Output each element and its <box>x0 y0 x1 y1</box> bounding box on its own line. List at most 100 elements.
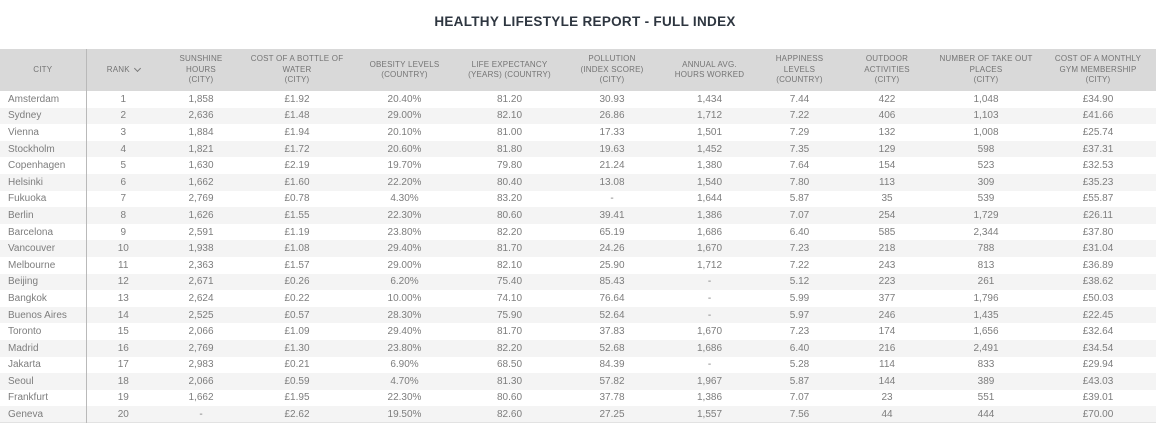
data-cell: 7.23 <box>789 326 810 338</box>
column-header-outdoor-activities: OUTDOOR ACTIVITIES (CITY) <box>842 49 932 91</box>
column-header-gym-cost: COST OF A MONTHLY GYM MEMBERSHIP (CITY) <box>1040 49 1156 91</box>
data-cell: £0.57 <box>284 309 310 321</box>
data-cell: - <box>707 276 712 288</box>
data-cell: £1.55 <box>284 209 310 221</box>
data-cell: 216 <box>878 342 896 354</box>
data-cell: 7.44 <box>789 93 810 105</box>
lifestyle-index-table: CITY RANK SUNSHINE HOURS (CITY) COST OF … <box>0 49 1156 424</box>
data-cell: 81.00 <box>496 126 523 138</box>
city-cell: Bangkok <box>0 290 87 307</box>
data-cell: 1,662 <box>188 392 214 404</box>
data-cell: £1.09 <box>284 326 310 338</box>
data-cell: 1,884 <box>188 126 214 138</box>
data-cell: 1,434 <box>696 93 723 105</box>
data-cell: 39.41 <box>599 209 625 221</box>
data-cell: 1,008 <box>973 126 999 138</box>
data-cell: 20.40% <box>387 93 422 105</box>
data-cell: 813 <box>977 259 995 271</box>
data-cell: £37.31 <box>1082 143 1114 155</box>
column-header-takeout-places: NUMBER OF TAKE OUT PLACES (CITY) <box>932 49 1040 91</box>
data-cell: 5.28 <box>789 359 810 371</box>
city-cell: Seoul <box>0 373 87 390</box>
data-cell: 23.80% <box>387 226 422 238</box>
data-cell: 523 <box>977 160 995 172</box>
table-row: Sydney 2 2,636 £1.48 29.00% 82.10 26.86 1,712 7.… <box>0 107 1156 125</box>
data-cell: 1,729 <box>973 209 999 221</box>
city-cell: Helsinki <box>0 173 87 191</box>
data-cell: 65.19 <box>599 226 625 238</box>
data-cell: 12 <box>117 276 129 288</box>
data-cell: 2,066 <box>188 326 214 338</box>
data-cell: 1,501 <box>696 126 723 138</box>
data-cell: 3 <box>120 126 127 138</box>
data-cell: 82.20 <box>496 226 523 238</box>
data-cell: - <box>707 359 712 371</box>
table-row: Melbourne 11 2,363 £1.57 29.00% 82.10 25.90 1,7… <box>0 256 1156 274</box>
data-cell: £34.54 <box>1082 342 1114 354</box>
data-cell: 35 <box>881 193 893 205</box>
data-cell: 6 <box>120 176 127 188</box>
table-row: Vancouver 10 1,938 £1.08 29.40% 81.70 24.26 1,6… <box>0 240 1156 257</box>
data-cell: 10.00% <box>387 292 422 304</box>
data-cell: 1,796 <box>973 292 999 304</box>
data-cell: £32.53 <box>1082 160 1114 172</box>
data-cell: £1.57 <box>284 259 310 271</box>
data-cell: 7.22 <box>789 259 810 271</box>
data-cell: 80.40 <box>496 176 523 188</box>
data-cell: £26.11 <box>1083 209 1113 221</box>
data-cell: 74.10 <box>496 292 523 304</box>
data-cell: 6.40 <box>789 342 810 354</box>
data-cell: 23.80% <box>387 342 422 354</box>
data-cell: 37.83 <box>599 326 625 338</box>
city-cell: Copenhagen <box>0 157 87 174</box>
data-cell: 1,630 <box>188 160 214 172</box>
data-cell: 30.93 <box>599 93 625 105</box>
data-cell: 8 <box>120 209 127 221</box>
data-cell: - <box>707 292 712 304</box>
data-cell: £2.62 <box>284 408 310 420</box>
table-row: Vienna 3 1,884 £1.94 20.10% 81.00 17.33 1,501 7.… <box>0 124 1156 141</box>
data-cell: 129 <box>878 143 896 155</box>
data-cell: 1,656 <box>973 326 999 338</box>
data-cell: 6.90% <box>390 359 419 371</box>
data-cell: 83.20 <box>496 193 523 205</box>
data-cell: 1,670 <box>696 243 723 255</box>
city-cell: Buenos Aires <box>0 306 87 324</box>
data-cell: 389 <box>977 375 995 387</box>
data-cell: 6.40 <box>789 226 810 238</box>
data-cell: 7.07 <box>789 209 810 221</box>
data-cell: 1,686 <box>696 226 723 238</box>
data-cell: 218 <box>878 243 896 255</box>
data-cell: 25.90 <box>599 259 625 271</box>
data-cell: £0.22 <box>284 292 310 304</box>
data-cell: 7.35 <box>789 143 810 155</box>
data-cell: 19.70% <box>387 160 422 172</box>
data-cell: 15 <box>117 326 129 338</box>
data-cell: £38.62 <box>1082 276 1114 288</box>
data-cell: 5.97 <box>789 309 810 321</box>
data-cell: 7.07 <box>789 392 810 404</box>
data-cell: 19 <box>117 392 129 404</box>
data-cell: £0.26 <box>284 276 310 288</box>
data-cell: 2,363 <box>188 259 214 271</box>
data-cell: 2,491 <box>973 342 999 354</box>
data-cell: 7.64 <box>789 160 810 172</box>
data-cell: 1,557 <box>696 408 723 420</box>
page-title: HEALTHY LIFESTYLE REPORT - FULL INDEX <box>434 14 736 29</box>
data-cell: 16 <box>117 342 129 354</box>
data-cell: 21.24 <box>599 160 625 172</box>
data-cell: 29.40% <box>387 326 422 338</box>
data-cell: £1.60 <box>284 176 310 188</box>
column-header-rank[interactable]: RANK <box>86 49 160 91</box>
data-cell: 113 <box>879 176 895 188</box>
data-cell: £37.80 <box>1082 226 1114 238</box>
data-cell: £25.74 <box>1082 126 1114 138</box>
column-header-water-cost: COST OF A BOTTLE OF WATER (CITY) <box>242 49 352 91</box>
data-cell: 174 <box>878 326 896 338</box>
data-cell: 75.40 <box>496 276 523 288</box>
data-cell: £1.08 <box>284 243 310 255</box>
data-cell: £43.03 <box>1082 375 1114 387</box>
data-cell: 539 <box>977 193 995 205</box>
table-header: CITY RANK SUNSHINE HOURS (CITY) COST OF … <box>0 49 1156 91</box>
data-cell: £0.21 <box>284 359 310 371</box>
